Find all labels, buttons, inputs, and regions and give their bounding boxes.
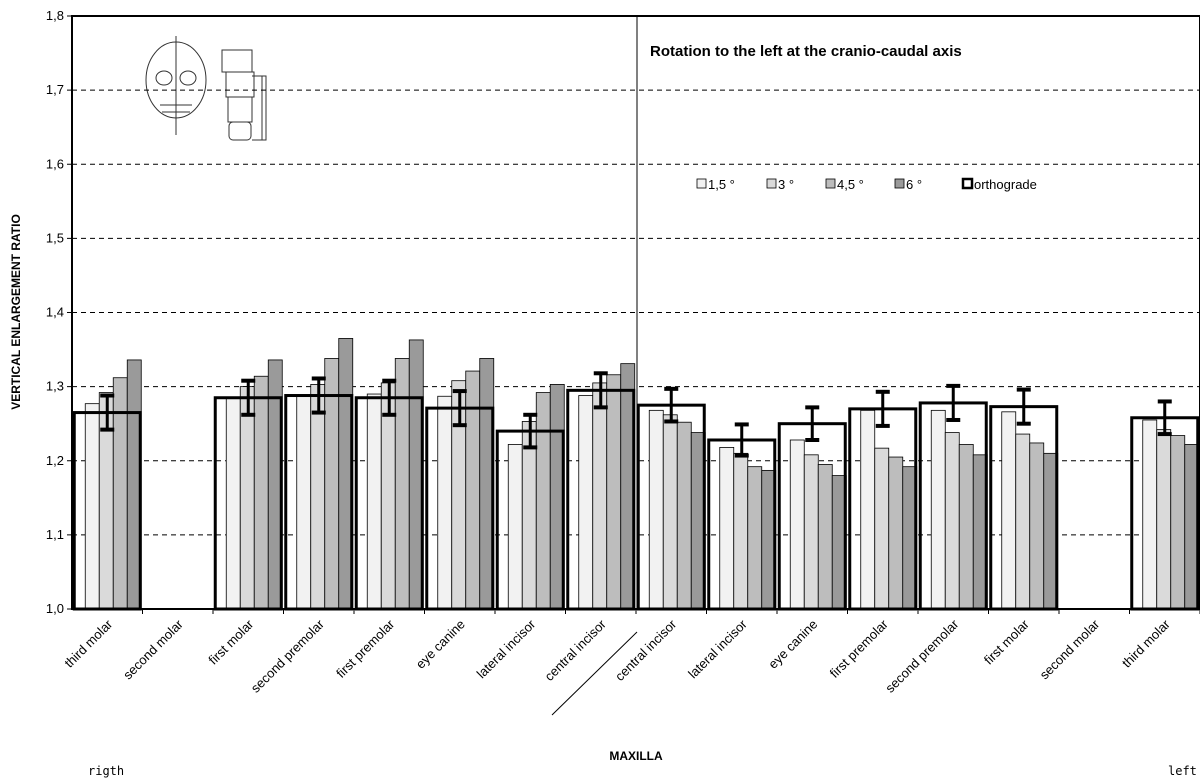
bar [888,456,904,610]
bar [1029,442,1045,610]
divider-tick [551,631,638,716]
x-tick-label: eye canine [765,617,820,672]
bar [507,444,523,610]
bar [1001,411,1017,610]
x-tick-label: second premolar [248,616,328,696]
bar [253,375,269,610]
skull-icon [145,36,267,141]
bar [239,386,255,610]
bar [437,395,453,610]
y-tick-label: 1,2 [46,453,64,468]
x-tick-label: central incisor [612,616,680,684]
x-tick-label: second molar [120,616,186,682]
bar [789,439,805,610]
bar [521,421,537,610]
annotation: rigth [88,764,124,778]
x-tick-label: third molar [1119,616,1174,671]
x-tick-label: second molar [1037,616,1103,682]
legend-swatch [766,178,777,189]
bar [578,395,594,610]
bar [1156,429,1172,610]
bar [648,409,664,610]
y-tick-label: 1,5 [46,230,64,245]
x-tick-label: first premolar [333,616,398,681]
bar [380,382,396,610]
y-tick-label: 1,4 [46,305,64,320]
bar [1170,435,1186,610]
x-tick-label: first molar [205,616,256,667]
bar [662,414,678,610]
x-tick-label: first premolar [827,616,892,681]
x-tick-label: central incisor [542,616,610,684]
bar [719,447,735,610]
bar [747,466,763,610]
bar [296,395,312,610]
bar [803,454,819,610]
bar [930,409,946,610]
x-tick-label: third molar [61,616,116,671]
bar [592,382,608,610]
legend-swatch [961,177,974,190]
legend-swatch [696,178,707,189]
x-tick-label: lateral incisor [685,616,750,681]
bar [394,358,410,610]
bar [944,432,960,610]
legend-label: 1,5 ° [708,177,735,192]
bar [225,398,241,610]
x-tick-label: eye canine [413,617,468,672]
bar [733,452,749,610]
y-tick-label: 1,6 [46,156,64,171]
y-tick-label: 1,1 [46,527,64,542]
bar [860,409,876,610]
bar [874,447,890,610]
bar [606,374,622,610]
y-tick-label: 1,8 [46,8,64,23]
bar [1142,419,1158,610]
legend-swatch [825,178,836,189]
bar [817,464,833,610]
bar [366,393,382,610]
y-tick-label: 1,3 [46,379,64,394]
y-axis-label: VERTICAL ENLARGEMENT RATIO [9,214,23,410]
bar [535,392,551,610]
x-axis-label: MAXILLA [609,749,663,763]
legend-label: 3 ° [778,177,794,192]
bar [84,403,100,610]
x-tick-label: second premolar [882,616,962,696]
y-tick-label: 1,0 [46,601,64,616]
bar [310,384,326,610]
legend-label: 4,5 ° [837,177,864,192]
bar [1015,433,1031,610]
x-tick-label: first molar [981,616,1032,667]
chart-title: Rotation to the left at the cranio-cauda… [650,43,962,60]
bar [676,421,692,610]
annotation: left [1168,764,1197,778]
legend-label: orthograde [974,177,1037,192]
y-tick-label: 1,7 [46,82,64,97]
bar [958,444,974,610]
legend-label: 6 ° [906,177,922,192]
legend-swatch [894,178,905,189]
x-tick-label: lateral incisor [474,616,539,681]
